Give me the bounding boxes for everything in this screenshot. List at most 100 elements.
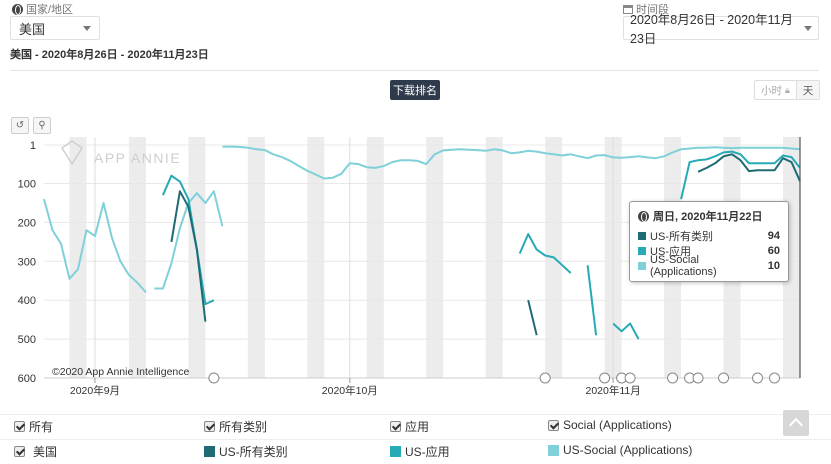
checkbox[interactable] <box>14 421 25 432</box>
tooltip-date-text: 周日, 2020年11月22日 <box>653 211 763 223</box>
legend-swatch <box>548 444 559 456</box>
chevron-down-icon <box>83 25 91 31</box>
series-line <box>586 265 598 336</box>
checkbox[interactable] <box>548 419 559 431</box>
date-label: 时间段 <box>623 1 669 17</box>
legend-series-us-social[interactable]: US-Social (Applications) <box>548 443 692 457</box>
legend-label: 美国 <box>33 445 58 459</box>
x-tick-label: 2020年11月 <box>585 384 640 397</box>
weekend-bands <box>69 137 800 378</box>
y-tick-label: 100 <box>18 179 36 191</box>
y-tick-label: 500 <box>18 334 36 346</box>
scroll-to-top-button[interactable] <box>783 410 809 436</box>
granularity-toggle: 小时 🔒︎ 天 <box>754 80 821 100</box>
tooltip-row: US-所有类别 94 <box>638 228 780 243</box>
weekend-band <box>247 137 265 378</box>
copyright-text: ©2020 App Annie Intelligence <box>52 366 190 378</box>
lock-icon: 🔒︎ <box>785 84 790 95</box>
chevron-down-icon <box>804 25 812 31</box>
watermark-text: APP ANNIE <box>94 150 181 166</box>
tooltip-row: US-Social (Applications) 10 <box>638 254 780 278</box>
zoom-button[interactable]: ⚲ <box>33 117 51 134</box>
legend-label: Social (Applications) <box>563 418 672 432</box>
checkbox[interactable] <box>14 446 25 457</box>
x-tick-label: 2020年9月 <box>70 384 120 397</box>
calendar-icon <box>623 4 633 14</box>
series-line <box>518 233 572 274</box>
tooltip-series-value: 94 <box>767 229 780 242</box>
download-rank-button[interactable]: 下载排名 <box>390 80 440 100</box>
granularity-hour[interactable]: 小时 🔒︎ <box>755 81 796 99</box>
legend-label: 应用 <box>405 420 430 434</box>
event-marker-icon <box>718 372 730 384</box>
grid-lines <box>44 137 800 379</box>
tooltip-series-value: 10 <box>767 259 780 272</box>
legend-label: US-Social (Applications) <box>563 443 693 457</box>
series-line <box>680 150 801 200</box>
legend-checkbox-all[interactable]: 所有 <box>14 418 53 435</box>
tooltip-series-name: US-所有类别 <box>650 230 713 243</box>
legend-checkbox-us[interactable]: 美国 <box>14 443 57 460</box>
undo-icon: ↺ <box>15 120 25 131</box>
event-marker-icon <box>667 372 679 384</box>
event-markers <box>208 372 781 384</box>
granularity-hour-label: 小时 <box>761 84 782 97</box>
watermark-logo: APP ANNIE <box>60 140 181 166</box>
globe-icon <box>638 210 649 222</box>
date-range-select[interactable]: 2020年8月26日 - 2020年11月23日 <box>623 13 819 46</box>
x-tick-label: 2020年10月 <box>322 384 378 397</box>
weekend-band <box>426 137 444 378</box>
tooltip-series-value: 60 <box>767 244 780 257</box>
tooltip-date: 周日, 2020年11月22日 <box>638 208 780 224</box>
legend-checkbox-all-categories[interactable]: 所有类别 <box>204 418 267 435</box>
series-line <box>697 153 801 182</box>
country-select-value: 美国 <box>19 21 46 37</box>
event-marker-icon <box>208 372 220 384</box>
legend-checkbox-social[interactable]: Social (Applications) <box>548 418 672 432</box>
event-marker-icon <box>624 372 636 384</box>
country-select[interactable]: 美国 <box>10 16 100 40</box>
weekend-band <box>366 137 384 378</box>
tooltip-series-name: US-Social (Applications) <box>650 253 717 278</box>
legend-series-us-apps[interactable]: US-应用 <box>390 443 450 460</box>
series-line <box>161 174 215 306</box>
legend-label: 所有类别 <box>219 420 268 434</box>
legend-swatch <box>638 231 646 240</box>
reset-zoom-button[interactable]: ↺ <box>11 117 29 134</box>
checkbox[interactable] <box>204 421 215 432</box>
y-axis-ticks: 1 100 200 300 400 500 600 <box>18 140 36 385</box>
y-tick-label: 300 <box>18 256 36 268</box>
page-subtitle: 美国 - 2020年8月26日 - 2020年11月23日 <box>10 49 209 61</box>
legend-checkbox-apps[interactable]: 应用 <box>390 418 429 435</box>
country-label-text: 国家/地区 <box>26 4 74 16</box>
diamond-icon <box>60 140 84 166</box>
y-tick-label: 200 <box>18 217 36 229</box>
series-line <box>527 299 538 336</box>
series-line <box>43 198 147 294</box>
y-tick-label: 1 <box>30 140 36 152</box>
legend-series-us-all[interactable]: US-所有类别 <box>204 443 288 460</box>
weekend-band <box>128 137 146 378</box>
divider <box>10 70 819 71</box>
legend-swatch <box>390 446 401 457</box>
event-marker-icon <box>539 372 551 384</box>
tooltip-row: US-应用 60 <box>638 243 780 258</box>
legend-label: 所有 <box>29 420 54 434</box>
legend-label: US-应用 <box>405 445 450 459</box>
series-lines <box>43 145 801 340</box>
hover-tooltip: 周日, 2020年11月22日 US-所有类别 94 US-应用 60 US-S… <box>629 201 789 282</box>
date-range-value: 2020年8月26日 - 2020年11月23日 <box>630 13 794 46</box>
series-line <box>222 145 801 180</box>
weekend-band <box>783 137 800 378</box>
checkbox[interactable] <box>390 421 401 432</box>
legend-swatch <box>638 246 646 255</box>
event-marker-icon <box>752 372 764 384</box>
event-marker-icon <box>769 372 781 384</box>
granularity-day[interactable]: 天 <box>795 81 820 99</box>
y-tick-label: 400 <box>18 295 36 307</box>
tooltip-series-name: US-应用 <box>650 245 691 258</box>
legend-swatch <box>638 261 646 270</box>
legend-row-series: 美国 US-所有类别 US-应用 US-Social (Applications… <box>0 439 831 461</box>
weekend-band <box>485 137 503 378</box>
